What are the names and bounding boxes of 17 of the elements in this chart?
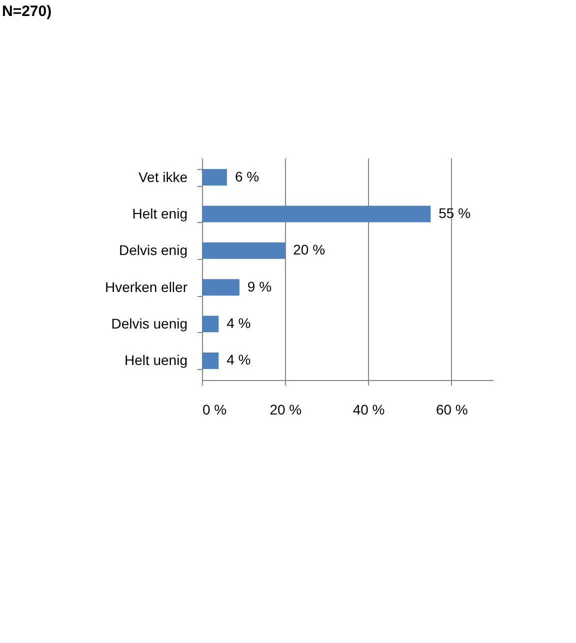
- data-label: 6 %: [234, 168, 260, 184]
- data-label: 9 %: [247, 278, 272, 294]
- text: N=270): [2, 3, 52, 20]
- data-label: 4 %: [226, 315, 251, 332]
- data-label: 20 %: [293, 242, 326, 258]
- x-tick-label: 20 %: [270, 402, 302, 418]
- data-label: 55 %: [438, 204, 471, 221]
- y-tick-label: Helt uenig: [124, 352, 188, 368]
- x-tick-label: 0 %: [202, 402, 227, 418]
- y-tick-label: Vet ikke: [138, 168, 188, 185]
- y-tick-label: Delvis uenig: [111, 316, 188, 332]
- data-label: 4 %: [226, 352, 251, 368]
- x-tick-label: 60 %: [436, 402, 468, 418]
- y-tick-label: Helt enig: [132, 205, 188, 222]
- x-tick-label: 40 %: [352, 402, 385, 418]
- y-tick-label: Hverken eller: [105, 278, 188, 295]
- y-tick-label: Delvis enig: [119, 242, 188, 258]
